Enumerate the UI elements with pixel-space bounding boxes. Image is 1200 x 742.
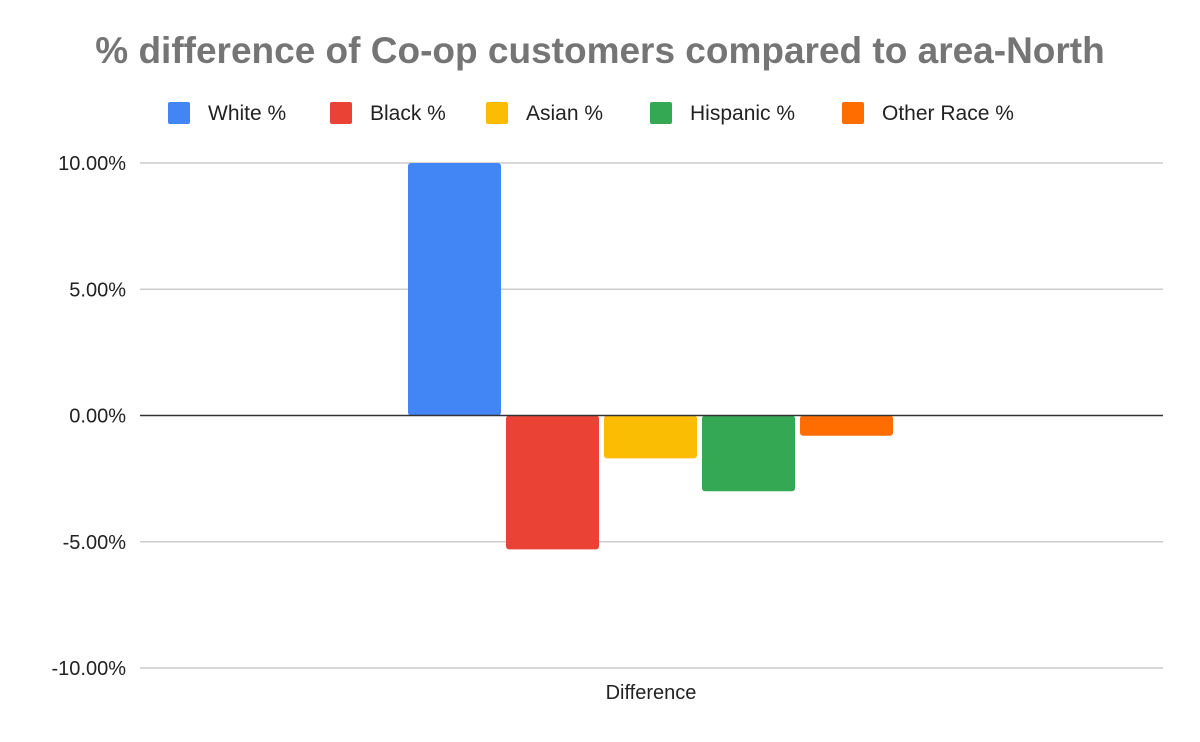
y-tick-label: 5.00% — [69, 279, 126, 301]
y-tick-label: 0.00% — [69, 406, 126, 428]
y-tick-label: -5.00% — [63, 532, 127, 554]
bar-other-race — [800, 415, 893, 436]
x-category-label: Difference — [606, 682, 697, 704]
chart-title: % difference of Co-op customers compared… — [95, 30, 1105, 71]
bar-white — [408, 163, 501, 416]
legend-label: Asian % — [526, 102, 603, 125]
bar-black — [506, 415, 599, 550]
legend-label: Black % — [370, 102, 446, 125]
y-tick-label: -10.00% — [52, 658, 127, 680]
legend-swatch — [842, 102, 864, 124]
legend-label: Hispanic % — [690, 102, 795, 125]
legend-swatch — [168, 102, 190, 124]
legend-swatch — [486, 102, 508, 124]
bar-hispanic — [702, 415, 795, 492]
legend-label: Other Race % — [882, 102, 1014, 125]
legend-label: White % — [208, 102, 286, 125]
legend-swatch — [330, 102, 352, 124]
y-tick-label: 10.00% — [58, 153, 126, 175]
legend-swatch — [650, 102, 672, 124]
bar-asian — [604, 415, 697, 459]
